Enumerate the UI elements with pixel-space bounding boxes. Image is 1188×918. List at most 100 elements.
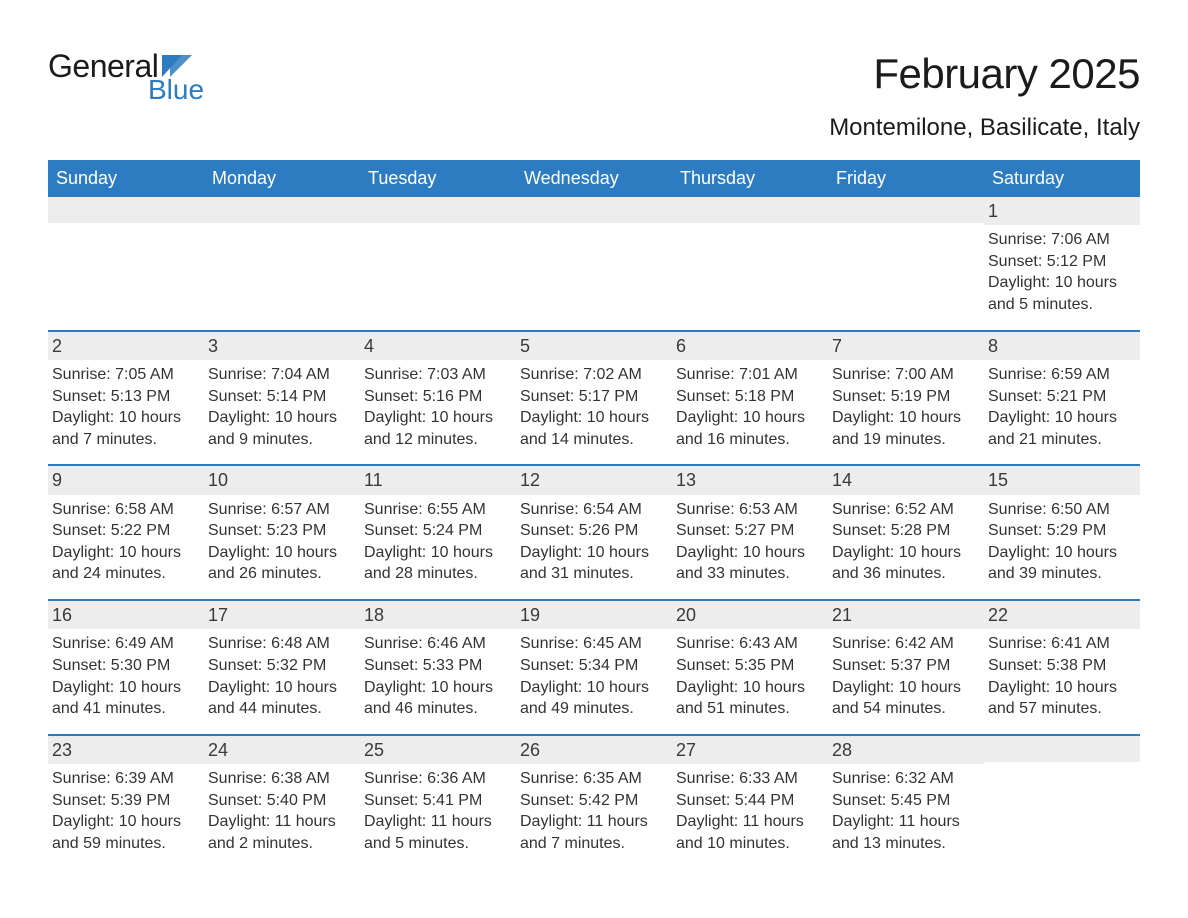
day-cell: 14Sunrise: 6:52 AMSunset: 5:28 PMDayligh… (828, 466, 984, 599)
sunrise-line: Sunrise: 6:36 AM (364, 768, 508, 790)
daylight-line: Daylight: 10 hours and 49 minutes. (520, 677, 664, 720)
location: Montemilone, Basilicate, Italy (829, 114, 1140, 142)
day-number: 16 (48, 601, 204, 629)
sunset-line: Sunset: 5:13 PM (52, 386, 196, 408)
day-cell: 4Sunrise: 7:03 AMSunset: 5:16 PMDaylight… (360, 332, 516, 465)
day-number: 28 (828, 736, 984, 764)
daylight-line: Daylight: 11 hours and 2 minutes. (208, 811, 352, 854)
sunset-line: Sunset: 5:40 PM (208, 790, 352, 812)
sunrise-line: Sunrise: 6:35 AM (520, 768, 664, 790)
title-block: February 2025 Montemilone, Basilicate, I… (829, 50, 1140, 142)
sunrise-line: Sunrise: 7:04 AM (208, 364, 352, 386)
daylight-line: Daylight: 10 hours and 21 minutes. (988, 407, 1132, 450)
sunrise-line: Sunrise: 6:32 AM (832, 768, 976, 790)
month-title: February 2025 (829, 50, 1140, 98)
day-cell: 18Sunrise: 6:46 AMSunset: 5:33 PMDayligh… (360, 601, 516, 734)
daylight-line: Daylight: 10 hours and 33 minutes. (676, 542, 820, 585)
sunset-line: Sunset: 5:26 PM (520, 520, 664, 542)
day-number (516, 197, 672, 223)
sunset-line: Sunset: 5:45 PM (832, 790, 976, 812)
day-cell (672, 197, 828, 330)
day-number: 6 (672, 332, 828, 360)
sunrise-line: Sunrise: 6:39 AM (52, 768, 196, 790)
logo: General Blue (48, 50, 204, 104)
daylight-line: Daylight: 10 hours and 46 minutes. (364, 677, 508, 720)
weekday-sunday: Sunday (48, 160, 204, 197)
day-cell: 23Sunrise: 6:39 AMSunset: 5:39 PMDayligh… (48, 736, 204, 869)
daylight-line: Daylight: 10 hours and 39 minutes. (988, 542, 1132, 585)
sunrise-line: Sunrise: 7:00 AM (832, 364, 976, 386)
day-number: 8 (984, 332, 1140, 360)
day-number: 3 (204, 332, 360, 360)
daylight-line: Daylight: 10 hours and 31 minutes. (520, 542, 664, 585)
sunset-line: Sunset: 5:35 PM (676, 655, 820, 677)
sunrise-line: Sunrise: 6:33 AM (676, 768, 820, 790)
day-number (360, 197, 516, 223)
sunrise-line: Sunrise: 6:53 AM (676, 499, 820, 521)
sunset-line: Sunset: 5:12 PM (988, 251, 1132, 273)
day-number: 14 (828, 466, 984, 494)
sunset-line: Sunset: 5:17 PM (520, 386, 664, 408)
day-number: 2 (48, 332, 204, 360)
sunrise-line: Sunrise: 6:38 AM (208, 768, 352, 790)
daylight-line: Daylight: 10 hours and 28 minutes. (364, 542, 508, 585)
day-cell (204, 197, 360, 330)
day-number: 24 (204, 736, 360, 764)
day-number: 12 (516, 466, 672, 494)
day-number: 13 (672, 466, 828, 494)
week-row: 9Sunrise: 6:58 AMSunset: 5:22 PMDaylight… (48, 464, 1140, 599)
day-number: 4 (360, 332, 516, 360)
day-cell (984, 736, 1140, 869)
day-number: 23 (48, 736, 204, 764)
daylight-line: Daylight: 10 hours and 9 minutes. (208, 407, 352, 450)
sunset-line: Sunset: 5:32 PM (208, 655, 352, 677)
weekday-header-row: Sunday Monday Tuesday Wednesday Thursday… (48, 160, 1140, 197)
sunset-line: Sunset: 5:18 PM (676, 386, 820, 408)
daylight-line: Daylight: 10 hours and 12 minutes. (364, 407, 508, 450)
daylight-line: Daylight: 10 hours and 5 minutes. (988, 272, 1132, 315)
daylight-line: Daylight: 10 hours and 59 minutes. (52, 811, 196, 854)
daylight-line: Daylight: 10 hours and 44 minutes. (208, 677, 352, 720)
weekday-monday: Monday (204, 160, 360, 197)
day-cell: 9Sunrise: 6:58 AMSunset: 5:22 PMDaylight… (48, 466, 204, 599)
sunset-line: Sunset: 5:33 PM (364, 655, 508, 677)
week-row: 16Sunrise: 6:49 AMSunset: 5:30 PMDayligh… (48, 599, 1140, 734)
sunrise-line: Sunrise: 6:43 AM (676, 633, 820, 655)
week-row: 1Sunrise: 7:06 AMSunset: 5:12 PMDaylight… (48, 197, 1140, 330)
sunset-line: Sunset: 5:44 PM (676, 790, 820, 812)
week-row: 23Sunrise: 6:39 AMSunset: 5:39 PMDayligh… (48, 734, 1140, 869)
day-cell: 28 Sunrise: 6:32 AMSunset: 5:45 PMDayligh… (828, 736, 984, 869)
weekday-wednesday: Wednesday (516, 160, 672, 197)
day-number: 27 (672, 736, 828, 764)
sunrise-line: Sunrise: 6:45 AM (520, 633, 664, 655)
day-cell: 15Sunrise: 6:50 AMSunset: 5:29 PMDayligh… (984, 466, 1140, 599)
day-number: 26 (516, 736, 672, 764)
sunrise-line: Sunrise: 6:52 AM (832, 499, 976, 521)
sunrise-line: Sunrise: 6:58 AM (52, 499, 196, 521)
day-number: 17 (204, 601, 360, 629)
sunrise-line: Sunrise: 6:41 AM (988, 633, 1132, 655)
day-cell: 1Sunrise: 7:06 AMSunset: 5:12 PMDaylight… (984, 197, 1140, 330)
daylight-line: Daylight: 11 hours and 13 minutes. (832, 811, 976, 854)
day-cell (360, 197, 516, 330)
weekday-friday: Friday (828, 160, 984, 197)
sunrise-line: Sunrise: 7:01 AM (676, 364, 820, 386)
day-cell: 5Sunrise: 7:02 AMSunset: 5:17 PMDaylight… (516, 332, 672, 465)
day-number (672, 197, 828, 223)
sunrise-line: Sunrise: 7:02 AM (520, 364, 664, 386)
sunrise-line: Sunrise: 6:50 AM (988, 499, 1132, 521)
sunset-line: Sunset: 5:23 PM (208, 520, 352, 542)
sunset-line: Sunset: 5:34 PM (520, 655, 664, 677)
logo-text-general: General (48, 50, 158, 82)
day-number: 7 (828, 332, 984, 360)
day-number: 11 (360, 466, 516, 494)
daylight-line: Daylight: 10 hours and 19 minutes. (832, 407, 976, 450)
day-cell: 6Sunrise: 7:01 AMSunset: 5:18 PMDaylight… (672, 332, 828, 465)
day-number: 20 (672, 601, 828, 629)
daylight-line: Daylight: 10 hours and 24 minutes. (52, 542, 196, 585)
sunset-line: Sunset: 5:14 PM (208, 386, 352, 408)
daylight-line: Daylight: 10 hours and 14 minutes. (520, 407, 664, 450)
weekday-tuesday: Tuesday (360, 160, 516, 197)
sunset-line: Sunset: 5:22 PM (52, 520, 196, 542)
day-number: 1 (984, 197, 1140, 225)
